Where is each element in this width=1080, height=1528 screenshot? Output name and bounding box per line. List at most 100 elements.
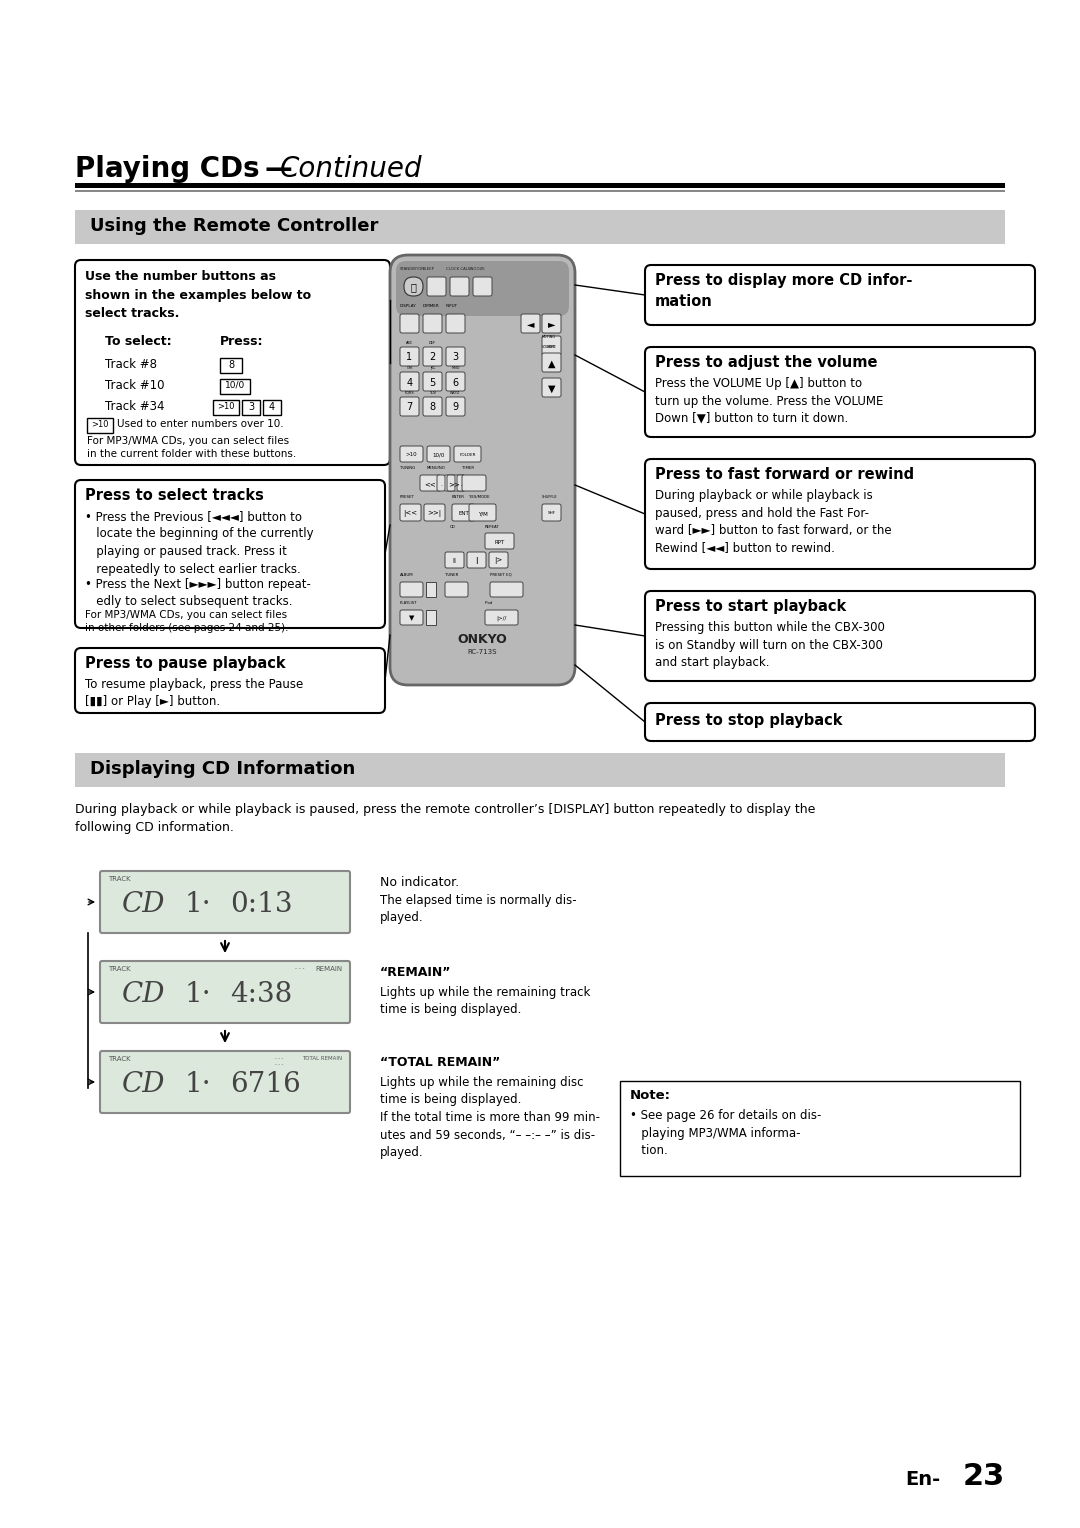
Text: PLAYLIST: PLAYLIST xyxy=(400,601,418,605)
Text: 1: 1 xyxy=(406,353,413,362)
Bar xyxy=(426,582,436,597)
Bar xyxy=(220,358,242,373)
FancyBboxPatch shape xyxy=(454,446,481,461)
Text: During playback or while playback is
paused, press and hold the Fast For-
ward [: During playback or while playback is pau… xyxy=(654,489,892,555)
Text: PRESET EQ: PRESET EQ xyxy=(490,573,512,578)
Text: iPod: iPod xyxy=(485,601,494,605)
FancyBboxPatch shape xyxy=(645,703,1035,741)
Text: Press to fast forward or rewind: Press to fast forward or rewind xyxy=(654,468,914,481)
FancyBboxPatch shape xyxy=(390,255,575,685)
Text: DIMMER: DIMMER xyxy=(423,304,440,309)
Bar xyxy=(242,400,260,416)
Text: 6716: 6716 xyxy=(230,1071,300,1099)
Text: Press to display more CD infor-
mation: Press to display more CD infor- mation xyxy=(654,274,913,309)
Text: - - -
- - -: - - - - - - xyxy=(275,1056,283,1067)
Text: 7: 7 xyxy=(406,402,413,413)
FancyBboxPatch shape xyxy=(444,475,465,490)
FancyBboxPatch shape xyxy=(462,475,486,490)
FancyBboxPatch shape xyxy=(645,264,1035,325)
Text: “TOTAL REMAIN”: “TOTAL REMAIN” xyxy=(380,1056,500,1070)
Text: >10: >10 xyxy=(217,402,234,411)
Text: Y/M: Y/M xyxy=(477,510,487,516)
Text: ABC: ABC xyxy=(406,341,414,345)
FancyBboxPatch shape xyxy=(75,648,384,714)
Text: CD: CD xyxy=(450,526,456,529)
FancyBboxPatch shape xyxy=(423,397,442,416)
Text: 4: 4 xyxy=(406,377,413,388)
FancyBboxPatch shape xyxy=(490,582,523,597)
Text: • Press the Next [►►►] button repeat-
   edly to select subsequent tracks.: • Press the Next [►►►] button repeat- ed… xyxy=(85,578,311,608)
FancyBboxPatch shape xyxy=(542,336,561,354)
Bar xyxy=(75,183,1005,188)
Text: ENTER: ENTER xyxy=(453,495,464,500)
Text: TRACK: TRACK xyxy=(108,966,131,972)
Text: ONKYO: ONKYO xyxy=(458,633,508,646)
FancyBboxPatch shape xyxy=(489,552,508,568)
Text: ▼: ▼ xyxy=(409,616,415,622)
Text: II: II xyxy=(453,558,457,564)
FancyBboxPatch shape xyxy=(446,313,465,333)
Text: TUV: TUV xyxy=(429,391,436,396)
FancyBboxPatch shape xyxy=(469,504,496,521)
Text: 6: 6 xyxy=(453,377,459,388)
Text: SNOOZE: SNOOZE xyxy=(469,267,486,270)
FancyBboxPatch shape xyxy=(437,475,445,490)
FancyBboxPatch shape xyxy=(424,504,445,521)
Text: ▼: ▼ xyxy=(548,384,555,394)
Text: Press to start playback: Press to start playback xyxy=(654,599,847,614)
FancyBboxPatch shape xyxy=(404,277,423,296)
Text: During playback or while playback is paused, press the remote controller’s [DISP: During playback or while playback is pau… xyxy=(75,804,815,834)
Bar xyxy=(75,753,1005,787)
Text: 10/0: 10/0 xyxy=(432,452,445,457)
FancyBboxPatch shape xyxy=(645,458,1035,568)
Text: 9: 9 xyxy=(453,402,459,413)
Text: Lights up while the remaining track
time is being displayed.: Lights up while the remaining track time… xyxy=(380,986,591,1016)
FancyBboxPatch shape xyxy=(542,504,561,521)
FancyBboxPatch shape xyxy=(445,582,468,597)
Bar xyxy=(620,1080,1020,1177)
Text: TRACK: TRACK xyxy=(108,1056,131,1062)
Text: CLOCK CALL: CLOCK CALL xyxy=(446,267,470,270)
FancyBboxPatch shape xyxy=(400,504,421,521)
Text: - - -: - - - xyxy=(295,966,305,970)
Text: 10/0: 10/0 xyxy=(225,380,245,390)
Text: • See page 26 for details on dis-
   playing MP3/WMA informa-
   tion.: • See page 26 for details on dis- playin… xyxy=(630,1109,822,1157)
Text: 4: 4 xyxy=(269,402,275,413)
Text: —: — xyxy=(265,154,293,183)
Text: Track #8: Track #8 xyxy=(105,358,157,371)
Text: Press to stop playback: Press to stop playback xyxy=(654,714,842,727)
Text: TOTAL REMAIN: TOTAL REMAIN xyxy=(302,1056,342,1060)
Text: REMAIN: REMAIN xyxy=(315,966,342,972)
Text: MUT: MUT xyxy=(546,344,556,348)
Text: Lights up while the remaining disc
time is being displayed.
If the total time is: Lights up while the remaining disc time … xyxy=(380,1076,600,1160)
Text: 23: 23 xyxy=(962,1462,1005,1491)
Text: Track #34: Track #34 xyxy=(105,400,164,413)
Text: For MP3/WMA CDs, you can select files
in the current folder with these buttons.: For MP3/WMA CDs, you can select files in… xyxy=(87,435,296,460)
Text: .: . xyxy=(441,481,442,486)
FancyBboxPatch shape xyxy=(427,446,450,461)
Text: 5: 5 xyxy=(430,377,435,388)
FancyBboxPatch shape xyxy=(400,397,419,416)
Text: PRESET: PRESET xyxy=(400,495,415,500)
FancyBboxPatch shape xyxy=(100,961,350,1024)
Text: DEF: DEF xyxy=(429,341,436,345)
Text: <<: << xyxy=(424,481,436,487)
FancyBboxPatch shape xyxy=(423,313,442,333)
Text: 4:38: 4:38 xyxy=(230,981,293,1008)
Text: STANDBY/ON: STANDBY/ON xyxy=(400,267,426,270)
FancyBboxPatch shape xyxy=(400,610,423,625)
Bar xyxy=(264,400,281,416)
Text: Press the VOLUME Up [▲] button to
turn up the volume. Press the VOLUME
Down [▼] : Press the VOLUME Up [▲] button to turn u… xyxy=(654,377,883,425)
Text: Displaying CD Information: Displaying CD Information xyxy=(90,759,355,778)
Text: GHI: GHI xyxy=(406,367,413,370)
Text: Press to select tracks: Press to select tracks xyxy=(85,487,264,503)
FancyBboxPatch shape xyxy=(467,552,486,568)
Bar xyxy=(75,209,1005,244)
Bar xyxy=(220,379,249,394)
Text: En-: En- xyxy=(905,1470,940,1488)
Text: CD: CD xyxy=(122,891,165,918)
FancyBboxPatch shape xyxy=(446,347,465,367)
Text: YES/MODE: YES/MODE xyxy=(469,495,489,500)
Text: Press to pause playback: Press to pause playback xyxy=(85,656,285,671)
Text: SHUFFLE: SHUFFLE xyxy=(542,495,557,500)
